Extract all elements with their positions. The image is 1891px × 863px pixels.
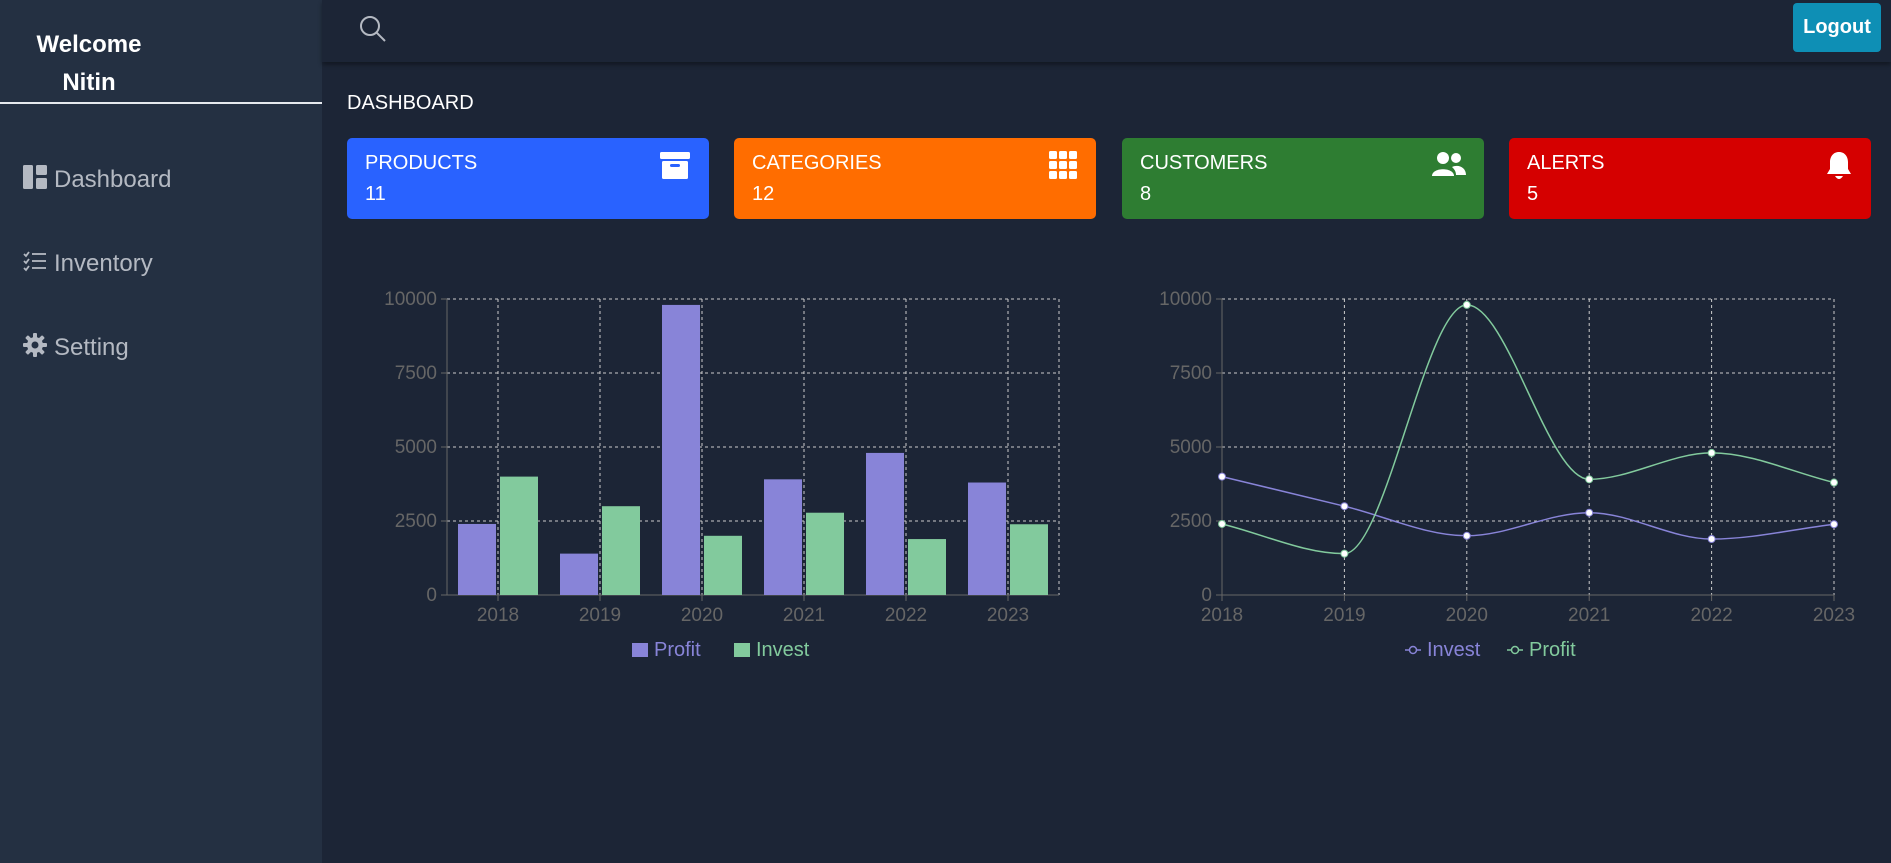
y-tick-label: 7500 [1170,363,1212,384]
users-icon [1432,150,1466,183]
card-value: 8 [1140,183,1152,205]
logout-button[interactable]: Logout [1793,3,1881,52]
sidebar-item-label: Setting [54,334,129,361]
profit-bar [560,553,598,595]
sidebar-item-setting[interactable]: Setting [22,330,129,366]
y-tick-label: 2500 [1170,511,1212,532]
y-tick-label: 5000 [395,437,437,458]
invest-bar [704,535,742,595]
legend-swatch [632,643,648,657]
y-tick-label: 2500 [395,511,437,532]
card-value: 5 [1527,183,1539,205]
legend-swatch [734,643,750,657]
invest-point [1340,502,1349,511]
card-value: 11 [365,183,386,205]
invest-point [1218,472,1226,481]
page-title: DASHBOARD [347,92,474,114]
y-tick-label: 0 [1201,585,1212,606]
profit-point [1707,448,1716,457]
legend-label: Invest [756,639,810,661]
sidebar-item-dashboard[interactable]: Dashboard [22,162,171,198]
grid-icon [1048,150,1078,185]
sidebar-divider [0,102,322,104]
invest-point [1707,535,1716,544]
invest-bar [602,506,640,595]
welcome-message: Welcome Nitin [0,26,178,102]
card-value: 12 [752,183,775,205]
x-tick-label: 2019 [1323,605,1365,626]
bell-icon [1825,150,1853,187]
profit-bar [866,452,904,595]
y-tick-label: 0 [426,585,437,606]
y-tick-label: 5000 [1170,437,1212,458]
profit-bar [458,523,496,595]
profit-bar [968,482,1006,595]
legend-label: Invest [1427,639,1481,661]
sidebar-item-label: Inventory [54,250,153,277]
x-tick-label: 2020 [1446,605,1488,626]
y-tick-label: 10000 [1159,289,1212,310]
products-card[interactable]: PRODUCTS 11 [347,138,709,219]
invest-point [1462,531,1471,540]
gear-icon [22,332,54,365]
card-title: CUSTOMERS [1140,152,1268,174]
invest-profit-line-chart: 0 2500 5000 7500 10000 2018 2019 2020 2021 2022 20… [1159,289,1855,661]
profit-bar [764,479,802,595]
alerts-card[interactable]: ALERTS 5 [1509,138,1871,219]
profit-point [1462,300,1471,309]
profit-point [1585,475,1594,484]
legend-label: Profit [1529,639,1576,661]
x-tick-label: 2021 [783,605,825,626]
invest-point [1830,520,1838,529]
profit-point [1830,478,1838,487]
profit-point [1218,519,1226,528]
profit-point [1340,549,1349,558]
invest-line [1221,475,1835,540]
x-tick-label: 2021 [1568,605,1610,626]
profit-line [1221,304,1835,555]
invest-bar [806,512,844,595]
archive-icon [659,150,691,185]
y-tick-label: 7500 [395,363,437,384]
search-icon[interactable] [358,14,388,49]
dashboard-icon [22,164,54,197]
invest-point [1585,508,1594,517]
profit-invest-bar-chart: 0 2500 5000 7500 10000 2018 2019 2020 2021 2022 20… [384,289,1060,661]
list-check-icon [22,248,54,281]
y-tick-label: 10000 [384,289,437,310]
top-bar: Logout [322,0,1891,62]
sidebar: Welcome Nitin Dashboard Inventory [0,0,322,863]
x-tick-label: 2023 [987,605,1029,626]
chart-grid [447,298,1060,596]
legend-label: Profit [654,639,701,661]
welcome-text: Welcome [36,31,142,58]
x-tick-label: 2022 [885,605,927,626]
sidebar-item-label: Dashboard [54,166,172,193]
x-tick-label: 2019 [579,605,621,626]
user-name: Nitin [62,69,116,96]
invest-bar [500,476,538,595]
invest-bar [908,539,946,595]
x-tick-label: 2018 [477,605,519,626]
x-tick-label: 2023 [1813,605,1855,626]
x-tick-label: 2018 [1201,605,1243,626]
sidebar-item-inventory[interactable]: Inventory [22,246,153,282]
invest-bar [1010,524,1048,595]
legend-swatch-point [1408,645,1418,655]
x-tick-label: 2022 [1690,605,1732,626]
customers-card[interactable]: CUSTOMERS 8 [1122,138,1484,219]
legend-swatch-point [1510,645,1520,655]
card-title: ALERTS [1527,152,1605,174]
x-tick-label: 2020 [681,605,723,626]
card-title: CATEGORIES [752,152,882,174]
profit-bar [662,304,700,595]
card-title: PRODUCTS [365,152,478,174]
categories-card[interactable]: CATEGORIES 12 [734,138,1096,219]
